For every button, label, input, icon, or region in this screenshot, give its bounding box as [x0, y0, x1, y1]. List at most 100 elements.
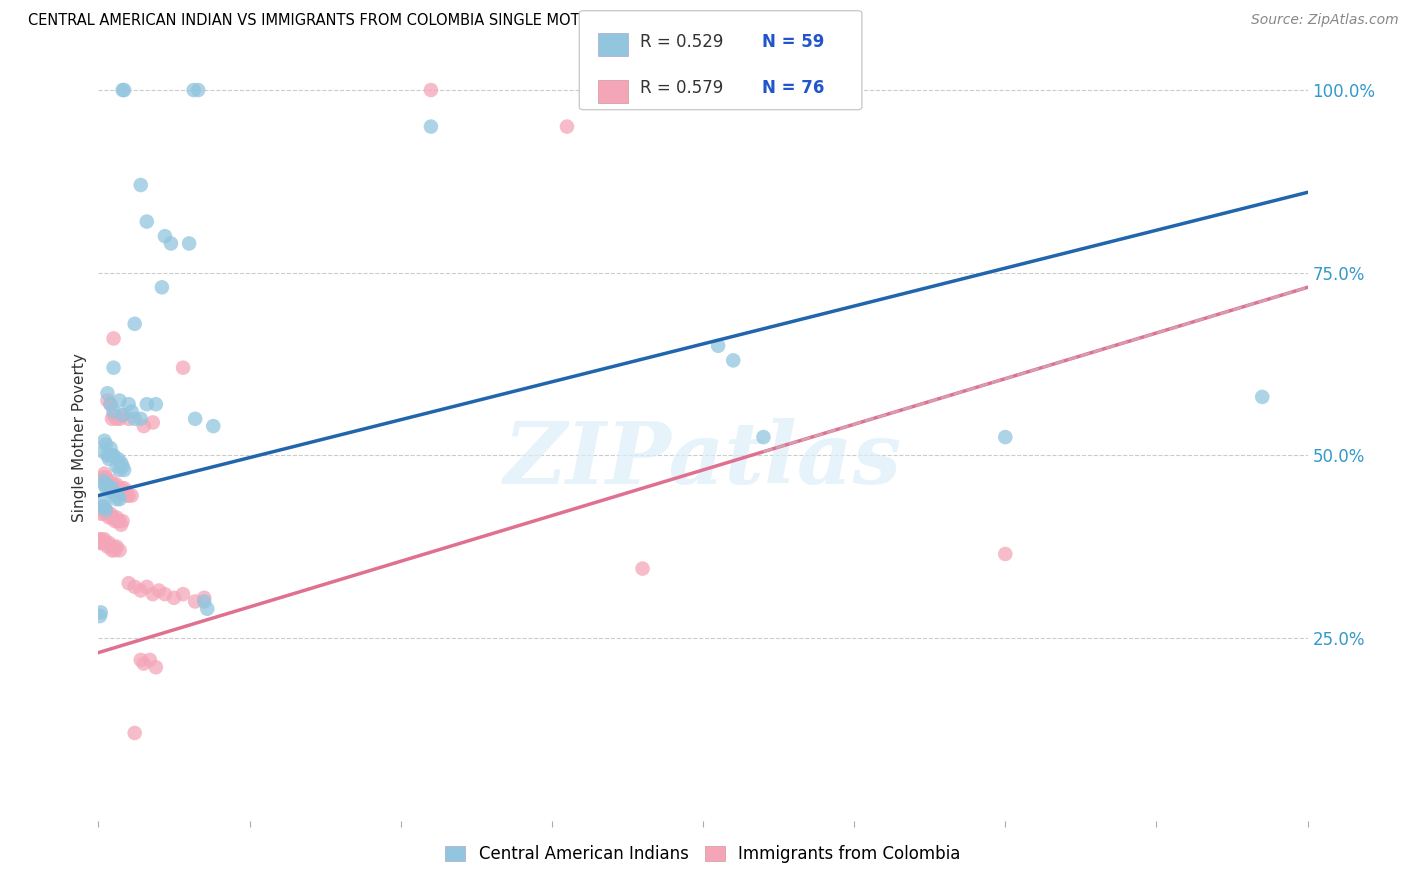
Point: [101, 510, 124, 524]
Point: [91, 444, 114, 458]
Point: [103, 477, 125, 491]
Point: [90, 606, 112, 620]
Point: [107, 452, 129, 467]
Point: [135, 580, 157, 594]
Point: [101, 481, 124, 495]
Point: [103, 408, 125, 422]
Point: [129, 178, 152, 192]
Point: [100, 507, 122, 521]
Point: [142, 587, 165, 601]
Point: [90, 500, 112, 514]
Point: [105, 412, 128, 426]
Point: [108, 393, 131, 408]
Y-axis label: Single Mother Poverty: Single Mother Poverty: [72, 352, 87, 522]
Point: [132, 657, 155, 671]
Point: [91, 470, 114, 484]
Point: [107, 489, 129, 503]
Point: [111, 408, 134, 422]
Point: [100, 484, 122, 499]
Point: [93, 477, 115, 491]
Point: [90, 536, 112, 550]
Point: [108, 543, 131, 558]
Point: [100, 540, 122, 554]
Point: [96, 477, 118, 491]
Point: [103, 510, 125, 524]
Legend: Central American Indians, Immigrants from Colombia: Central American Indians, Immigrants fro…: [439, 838, 967, 870]
Point: [124, 580, 146, 594]
Point: [90, 507, 112, 521]
Point: [202, 419, 225, 434]
Point: [187, 83, 209, 97]
Point: [129, 583, 152, 598]
Point: [90, 533, 112, 547]
Point: [111, 514, 134, 528]
Text: N = 59: N = 59: [762, 33, 824, 51]
Point: [89, 609, 111, 624]
Point: [124, 726, 146, 740]
Point: [98, 536, 121, 550]
Point: [103, 540, 125, 554]
Point: [91, 496, 114, 510]
Point: [108, 484, 131, 499]
Point: [555, 120, 578, 134]
Point: [103, 404, 125, 418]
Text: N = 76: N = 76: [762, 79, 824, 97]
Point: [105, 510, 128, 524]
Point: [104, 514, 127, 528]
Point: [153, 587, 176, 601]
Point: [100, 441, 122, 455]
Point: [100, 474, 122, 488]
Point: [135, 214, 157, 228]
Point: [91, 536, 114, 550]
Point: [124, 412, 146, 426]
Point: [112, 83, 135, 97]
Point: [98, 452, 121, 467]
Text: R = 0.529: R = 0.529: [640, 33, 723, 51]
Point: [93, 533, 115, 547]
Point: [420, 120, 443, 134]
Text: CENTRAL AMERICAN INDIAN VS IMMIGRANTS FROM COLOMBIA SINGLE MOTHER POVERTY CORREL: CENTRAL AMERICAN INDIAN VS IMMIGRANTS FR…: [28, 13, 844, 29]
Point: [707, 339, 730, 353]
Point: [96, 540, 118, 554]
Point: [94, 503, 117, 517]
Point: [107, 514, 129, 528]
Point: [112, 481, 135, 495]
Point: [96, 507, 118, 521]
Point: [101, 543, 124, 558]
Point: [193, 591, 215, 605]
Point: [108, 492, 131, 507]
Point: [103, 484, 125, 499]
Point: [142, 416, 165, 430]
Point: [163, 591, 186, 605]
Point: [91, 474, 114, 488]
Point: [108, 514, 131, 528]
Point: [105, 477, 128, 491]
Point: [112, 463, 135, 477]
Text: Source: ZipAtlas.com: Source: ZipAtlas.com: [1251, 13, 1399, 28]
Point: [111, 459, 134, 474]
Point: [96, 386, 118, 401]
Point: [420, 83, 443, 97]
Point: [96, 474, 118, 488]
Point: [160, 236, 183, 251]
Point: [110, 481, 132, 495]
Point: [93, 507, 115, 521]
Point: [195, 601, 218, 615]
Point: [118, 489, 141, 503]
Point: [108, 463, 131, 477]
Point: [94, 503, 117, 517]
Point: [103, 448, 125, 462]
Point: [94, 481, 117, 495]
Point: [111, 408, 134, 422]
Point: [124, 317, 146, 331]
Point: [145, 397, 167, 411]
Point: [172, 360, 194, 375]
Point: [89, 533, 111, 547]
Point: [100, 397, 122, 411]
Point: [105, 492, 128, 507]
Point: [111, 83, 134, 97]
Point: [98, 510, 121, 524]
Point: [111, 484, 134, 499]
Point: [994, 547, 1017, 561]
Point: [183, 83, 205, 97]
